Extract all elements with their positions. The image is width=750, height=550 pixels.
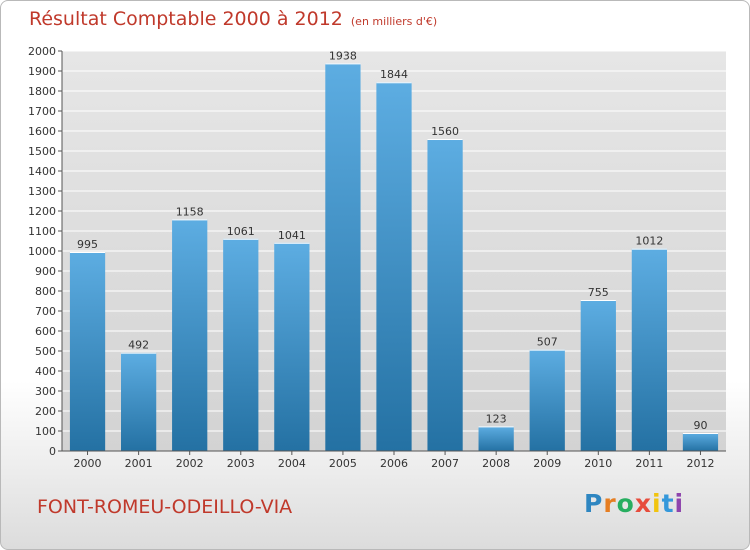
logo-letter: i [674,489,685,518]
bar-2010 [580,300,616,451]
x-tick-label: 2004 [278,457,306,470]
x-tick-label: 2001 [125,457,153,470]
y-tick-label: 1500 [28,145,56,158]
x-tick-label: 2008 [482,457,510,470]
value-label: 123 [486,412,507,425]
x-tick-label: 2007 [431,457,459,470]
value-label: 1041 [278,229,306,242]
y-tick-label: 300 [35,385,56,398]
y-tick-label: 1900 [28,65,56,78]
x-axis: 2000 2001 2002 2003 2004 2005 2006 2007 2008 2009… [62,450,726,470]
y-tick-label: 1200 [28,205,56,218]
y-tick-label: 100 [35,425,56,438]
y-tick-label: 0 [49,445,56,458]
value-label: 1061 [227,225,255,238]
value-label: 90 [693,419,707,432]
x-tick-label: 2006 [380,457,408,470]
bar-2002 [172,219,208,451]
y-tick-label: 200 [35,405,56,418]
y-tick-label: 700 [35,305,56,318]
bar-2012 [682,433,719,451]
bar-2008 [478,426,514,451]
bar-2000 [69,252,106,451]
value-label: 492 [128,339,149,352]
chart-title: Résultat Comptable 2000 à 2012 (en millie… [29,8,438,30]
x-tick-label: 2011 [635,457,663,470]
bar-2006 [376,82,412,451]
value-label: 1158 [176,205,204,218]
y-tick-label: 900 [35,265,56,278]
bar-2001 [120,352,157,451]
x-tick-label: 2005 [329,457,357,470]
logo-letter: i [652,489,662,518]
value-label: 755 [588,286,609,299]
y-tick-label: 400 [35,365,56,378]
y-tick-label: 1000 [28,245,56,258]
x-tick-label: 2009 [533,457,561,470]
bar-2003 [223,238,259,451]
y-tick-label: 1400 [28,165,56,178]
y-tick-label: 1600 [28,125,56,138]
bar-2011 [631,248,668,451]
value-label: 995 [77,238,98,251]
x-tick-label: 2003 [227,457,255,470]
commune-name: FONT-ROMEU-ODEILLO-VIA [37,496,293,518]
y-tick-label: 1800 [28,85,56,98]
logo-letter: P [584,489,604,518]
bar-2004 [274,242,310,451]
y-tick-label: 800 [35,285,56,298]
proxiti-logo: Proxiti [584,489,684,518]
value-label: 1938 [329,49,357,62]
y-tick-label: 1700 [28,105,56,118]
bar-2009 [529,349,565,451]
x-tick-label: 2000 [74,457,102,470]
value-label: 507 [537,336,558,349]
y-tick-label: 1300 [28,185,56,198]
logo-letter: o [616,489,635,518]
bar-2005 [325,63,361,452]
y-tick-label: 500 [35,345,56,358]
y-tick-label: 1100 [28,225,56,238]
y-tick-label: 2000 [28,45,56,58]
y-tick-label: 600 [35,325,56,338]
value-label: 1844 [380,68,408,81]
logo-letter: t [661,489,675,518]
x-tick-label: 2012 [686,457,714,470]
bars: 995 492 1158 1061 1041 1938 1844 1560 123 507 755 1… [69,49,719,452]
bar-2007 [427,139,463,451]
value-label: 1012 [635,235,663,248]
x-tick-label: 2002 [176,457,204,470]
logo-letter: r [603,489,617,518]
x-tick-label: 2010 [584,457,612,470]
chart-subtitle: (en milliers d'€) [350,15,438,28]
y-axis: 0 100 200 300 400 500 600 700 800 900 1000 1100 1200… [28,45,63,458]
logo-letter: x [634,489,652,518]
value-label: 1560 [431,125,459,138]
